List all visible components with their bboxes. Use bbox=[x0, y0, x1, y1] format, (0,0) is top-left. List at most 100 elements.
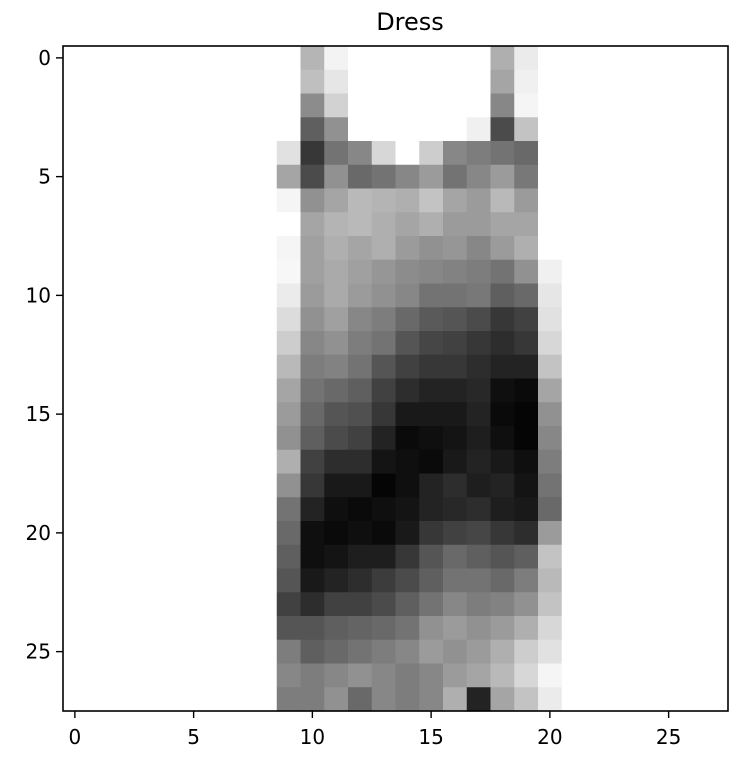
heatmap-cell bbox=[300, 117, 325, 142]
heatmap-cell bbox=[110, 402, 135, 427]
heatmap-cell bbox=[158, 307, 183, 332]
heatmap-cells bbox=[63, 46, 729, 712]
heatmap-cell bbox=[371, 307, 397, 332]
heatmap-cell bbox=[276, 259, 302, 285]
heatmap-cell bbox=[348, 521, 373, 546]
heatmap-cell bbox=[134, 331, 159, 356]
heatmap-cell bbox=[181, 283, 207, 308]
heatmap-cell bbox=[348, 687, 373, 712]
heatmap-cell bbox=[656, 164, 682, 190]
heatmap-cell bbox=[585, 568, 610, 593]
heatmap-cell bbox=[110, 69, 135, 95]
heatmap-cell bbox=[229, 616, 254, 641]
heatmap-cell bbox=[276, 331, 302, 356]
heatmap-cell bbox=[609, 188, 634, 213]
heatmap-cell bbox=[158, 402, 183, 427]
heatmap-cell bbox=[86, 331, 112, 356]
heatmap-cell bbox=[680, 188, 705, 213]
heatmap-cell bbox=[134, 188, 159, 213]
heatmap-cell bbox=[86, 521, 112, 546]
heatmap-cell bbox=[585, 473, 610, 498]
heatmap-cell bbox=[276, 568, 302, 593]
heatmap-cell bbox=[110, 592, 135, 617]
heatmap-cell bbox=[371, 473, 397, 498]
heatmap-cell bbox=[395, 592, 420, 617]
heatmap-cell bbox=[633, 663, 658, 688]
heatmap-cell bbox=[490, 307, 515, 332]
heatmap-cell bbox=[134, 283, 159, 308]
heatmap-cell bbox=[348, 449, 373, 475]
heatmap-cell bbox=[276, 236, 302, 261]
heatmap-cell bbox=[86, 378, 112, 403]
heatmap-cell bbox=[609, 426, 634, 451]
heatmap-cell bbox=[395, 307, 420, 332]
heatmap-cell bbox=[538, 331, 563, 356]
heatmap-cell bbox=[561, 307, 587, 332]
heatmap-cell bbox=[538, 283, 563, 308]
heatmap-cell bbox=[134, 592, 159, 617]
heatmap-cell bbox=[86, 568, 112, 593]
heatmap-cell bbox=[300, 164, 325, 190]
heatmap-cell bbox=[158, 544, 183, 570]
heatmap-cell bbox=[680, 378, 705, 403]
heatmap-cell bbox=[419, 592, 444, 617]
heatmap-cell bbox=[419, 141, 444, 166]
heatmap-cell bbox=[419, 69, 444, 95]
heatmap-cell bbox=[633, 283, 658, 308]
heatmap-cell bbox=[443, 544, 468, 570]
heatmap-cell bbox=[395, 426, 420, 451]
heatmap-cell bbox=[253, 307, 278, 332]
heatmap-cell bbox=[656, 497, 682, 522]
heatmap-cell bbox=[538, 497, 563, 522]
heatmap-cell bbox=[514, 663, 539, 688]
heatmap-cell bbox=[490, 521, 515, 546]
heatmap-cell bbox=[561, 188, 587, 213]
heatmap-cell bbox=[276, 663, 302, 688]
heatmap-cell bbox=[371, 283, 397, 308]
heatmap-cell bbox=[86, 164, 112, 190]
heatmap-cell bbox=[324, 663, 349, 688]
heatmap-cell bbox=[348, 331, 373, 356]
heatmap-cell bbox=[110, 212, 135, 237]
heatmap-cell bbox=[443, 259, 468, 285]
heatmap-cell bbox=[633, 639, 658, 665]
heatmap-cell bbox=[63, 663, 88, 688]
heatmap-cell bbox=[490, 426, 515, 451]
heatmap-cell bbox=[253, 497, 278, 522]
heatmap-cell bbox=[276, 307, 302, 332]
heatmap-cell bbox=[538, 307, 563, 332]
heatmap-cell bbox=[110, 46, 135, 71]
heatmap-cell bbox=[253, 568, 278, 593]
heatmap-cell bbox=[205, 544, 230, 570]
heatmap-cell bbox=[419, 307, 444, 332]
heatmap-cell bbox=[704, 69, 729, 95]
heatmap-cell bbox=[348, 354, 373, 380]
heatmap-cell bbox=[561, 663, 587, 688]
heatmap-cell bbox=[276, 188, 302, 213]
x-tick-label: 5 bbox=[187, 725, 200, 749]
heatmap-cell bbox=[680, 283, 705, 308]
heatmap-cell bbox=[181, 259, 207, 285]
heatmap-cell bbox=[229, 544, 254, 570]
heatmap-cell bbox=[229, 402, 254, 427]
heatmap-cell bbox=[585, 188, 610, 213]
heatmap-cell bbox=[86, 592, 112, 617]
heatmap-cell bbox=[680, 497, 705, 522]
heatmap-cell bbox=[158, 141, 183, 166]
heatmap-cell bbox=[656, 331, 682, 356]
heatmap-cell bbox=[538, 117, 563, 142]
heatmap-cell bbox=[609, 521, 634, 546]
heatmap-cell bbox=[158, 46, 183, 71]
heatmap-cell bbox=[348, 117, 373, 142]
heatmap-cell bbox=[158, 568, 183, 593]
heatmap-cell bbox=[395, 568, 420, 593]
heatmap-cell bbox=[561, 521, 587, 546]
heatmap-cell bbox=[205, 46, 230, 71]
heatmap-cell bbox=[443, 426, 468, 451]
heatmap-cell bbox=[229, 212, 254, 237]
heatmap-cell bbox=[656, 473, 682, 498]
heatmap-cell bbox=[443, 212, 468, 237]
heatmap-cell bbox=[419, 46, 444, 71]
heatmap-cell bbox=[300, 426, 325, 451]
heatmap-cell bbox=[134, 449, 159, 475]
